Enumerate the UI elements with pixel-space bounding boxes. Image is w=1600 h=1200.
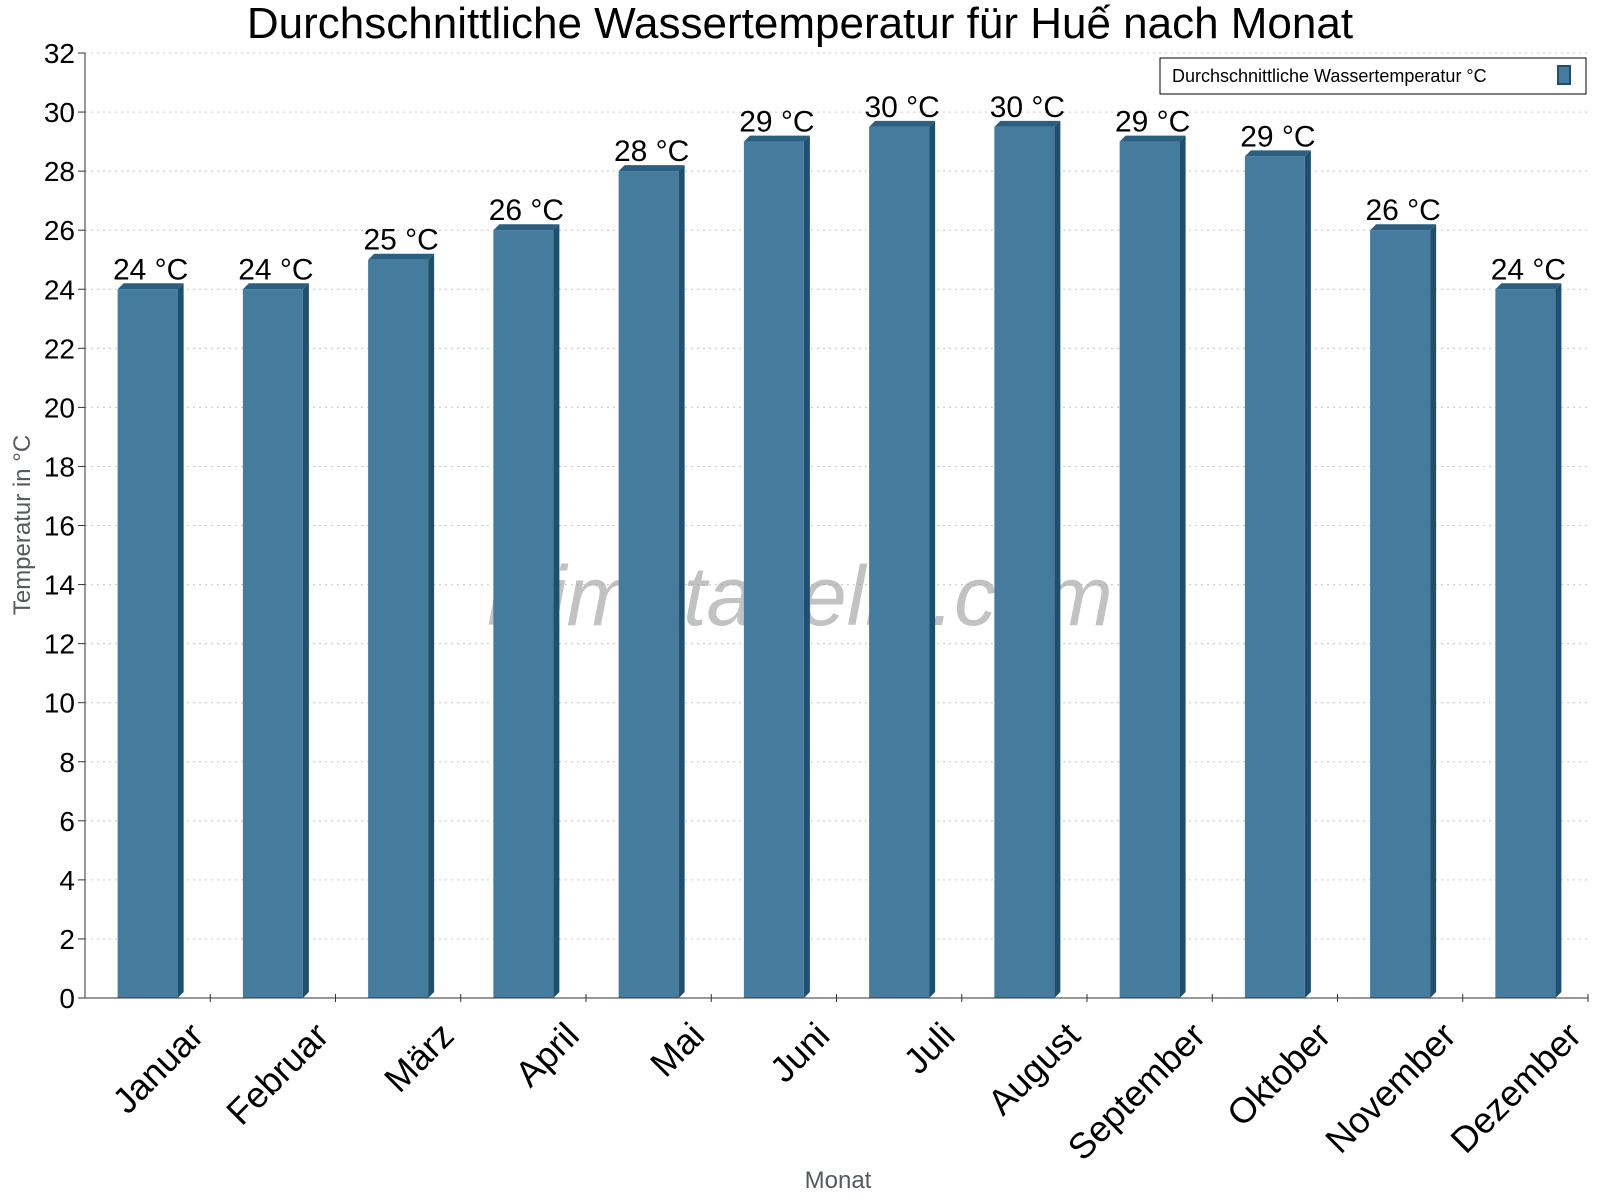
bar [869, 126, 930, 998]
x-tick-label: September [1060, 1014, 1214, 1168]
legend: Durchschnittliche Wassertemperatur °C [1159, 57, 1587, 95]
bar [493, 230, 554, 998]
bar-top [1495, 283, 1562, 290]
x-tick-label: Juli [895, 1014, 962, 1081]
x-tick-label: Mai [642, 1014, 712, 1084]
data-label: 30 °C [864, 91, 939, 124]
bars-layer [117, 120, 1562, 998]
bar-top [1244, 150, 1311, 157]
y-tick-label: 24 [44, 274, 75, 305]
bar [1119, 141, 1180, 998]
bar [1370, 230, 1431, 998]
data-label: 26 °C [1365, 194, 1440, 227]
data-label: 25 °C [363, 224, 438, 257]
bar-side [929, 120, 936, 998]
value-labels: 24 °C 24 °C 25 °C 26 °C 28 °C 29 °C 30 °C 30 °C… [113, 91, 1566, 286]
bar-top [994, 120, 1061, 127]
bar-side [1555, 283, 1562, 998]
bar-top [1119, 135, 1186, 142]
y-tick-label: 30 [44, 97, 75, 128]
bar-top [618, 165, 685, 172]
bar-top [242, 283, 309, 290]
x-tick-label: März [376, 1014, 462, 1100]
x-tick-label: November [1317, 1014, 1463, 1160]
bar-top [1370, 224, 1437, 231]
y-axis-label: Temperatur in °C [9, 435, 36, 615]
bar [242, 289, 303, 998]
bar-side [428, 253, 435, 998]
bar-top [743, 135, 810, 142]
x-tick-label: Januar [104, 1014, 211, 1121]
bar-top [493, 224, 560, 231]
bar-side [678, 165, 685, 998]
y-tick-label: 0 [59, 983, 75, 1014]
grid-layer [85, 52, 1588, 940]
y-tick-label: 28 [44, 156, 75, 187]
y-tick-label: 32 [44, 38, 75, 69]
bar [1244, 156, 1305, 998]
data-label: 29 °C [1115, 106, 1190, 139]
data-label: 30 °C [990, 91, 1065, 124]
bar-side [1430, 224, 1437, 998]
bar-side [177, 283, 184, 998]
x-tick-label: Dezember [1442, 1014, 1588, 1160]
bar-side [1054, 120, 1061, 998]
x-axis-label: Monat [805, 1167, 872, 1194]
bar-top [869, 120, 936, 127]
x-tick-label: August [980, 1014, 1088, 1122]
bar [368, 259, 429, 998]
data-label: 24 °C [238, 253, 313, 286]
legend-box [1159, 57, 1587, 95]
legend-label: Durchschnittliche Wassertemperatur °C [1172, 66, 1487, 86]
y-tick-label: 20 [44, 392, 75, 423]
x-tick-label: Februar [218, 1014, 336, 1132]
x-axis-ticks: Januar Februar März April Mai Juni Juli AugustS… [104, 994, 1589, 1168]
bar [743, 141, 804, 998]
y-tick-label: 8 [59, 747, 75, 778]
data-label: 29 °C [1240, 120, 1315, 153]
y-tick-label: 4 [59, 865, 75, 896]
data-label: 28 °C [614, 135, 689, 168]
data-label: 24 °C [113, 253, 188, 286]
x-tick-label: April [507, 1014, 587, 1094]
bar [618, 171, 679, 998]
y-tick-label: 14 [44, 570, 75, 601]
y-tick-label: 6 [59, 806, 75, 837]
bar-side [1179, 135, 1186, 998]
bar-side [1304, 150, 1311, 998]
bar-side [553, 224, 560, 998]
y-tick-label: 26 [44, 215, 75, 246]
bar-top [117, 283, 184, 290]
bar-top [368, 253, 435, 260]
y-tick-label: 10 [44, 688, 75, 719]
data-label: 24 °C [1491, 253, 1566, 286]
legend-swatch [1557, 65, 1571, 85]
y-tick-label: 16 [44, 511, 75, 542]
bar [994, 126, 1055, 998]
y-tick-label: 12 [44, 629, 75, 660]
x-tick-label: Juni [762, 1014, 838, 1090]
y-tick-label: 2 [59, 924, 75, 955]
bar-side [302, 283, 309, 998]
data-label: 29 °C [739, 106, 814, 139]
data-label: 26 °C [489, 194, 564, 227]
y-tick-label: 22 [44, 333, 75, 364]
x-tick-label: Oktober [1219, 1014, 1339, 1134]
bar-side [803, 135, 810, 998]
chart-title: Durchschnittliche Wassertemperatur für H… [247, 0, 1353, 48]
bar [117, 289, 178, 998]
bar [1495, 289, 1556, 998]
y-tick-label: 18 [44, 451, 75, 482]
